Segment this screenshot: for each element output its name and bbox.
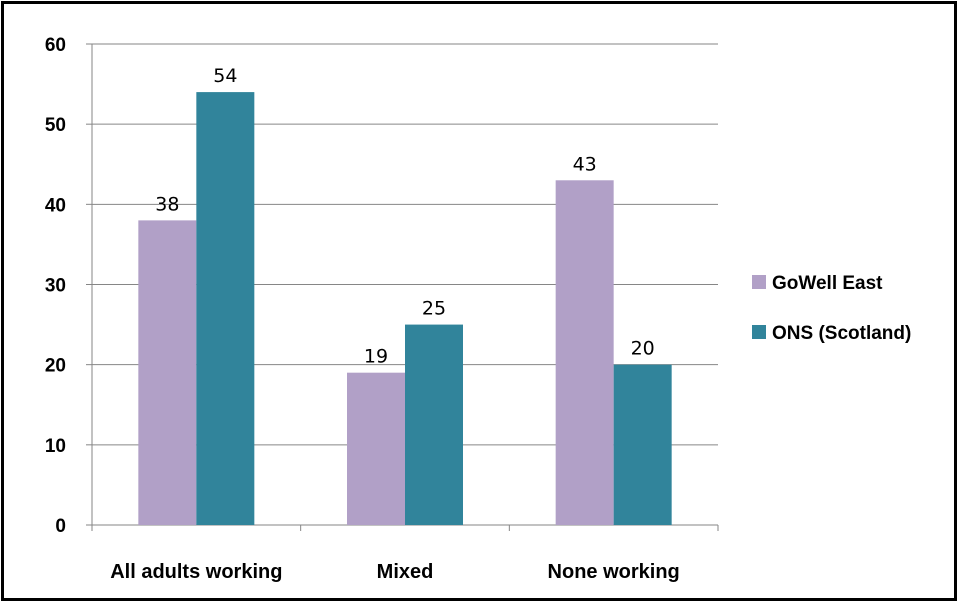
y-tick-label: 40 xyxy=(45,195,66,216)
bar-gowell-east xyxy=(347,372,405,525)
data-label: 54 xyxy=(213,65,237,87)
bar-gowell-east xyxy=(555,180,614,526)
bars xyxy=(138,92,672,526)
data-label: 25 xyxy=(422,298,446,320)
y-tick-label: 10 xyxy=(45,436,66,457)
y-tick-label: 20 xyxy=(45,356,66,377)
bar-ons-scotland xyxy=(196,92,255,525)
legend-swatch xyxy=(752,275,766,289)
bar-gowell-east xyxy=(138,220,197,525)
legend-swatch xyxy=(752,325,766,339)
legend: GoWell East ONS (Scotland) xyxy=(752,273,911,344)
data-label: 38 xyxy=(155,193,179,215)
x-category-label: Mixed xyxy=(377,561,434,583)
legend-label: GoWell East xyxy=(772,273,883,294)
bar-ons-scotland xyxy=(613,364,672,525)
y-tick-label: 30 xyxy=(45,276,66,297)
y-tick-label: 50 xyxy=(45,115,66,136)
y-tick-label: 0 xyxy=(55,516,66,537)
data-labels: 38 54 19 25 43 20 xyxy=(155,65,655,368)
bar-ons-scotland xyxy=(405,324,463,525)
legend-label: ONS (Scotland) xyxy=(772,323,911,344)
data-label: 20 xyxy=(631,338,655,360)
data-label: 19 xyxy=(364,346,388,368)
data-label: 43 xyxy=(573,153,597,175)
x-category-label: None working xyxy=(548,561,680,583)
y-tick-label: 60 xyxy=(45,35,66,56)
x-category-label: All adults working xyxy=(110,561,282,583)
